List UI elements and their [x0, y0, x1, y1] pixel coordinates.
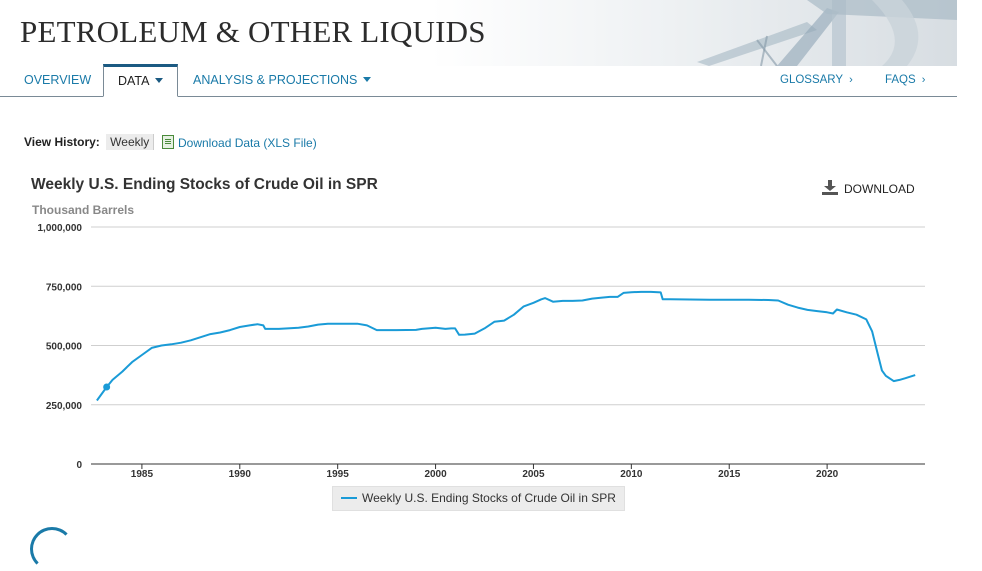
legend-swatch [341, 497, 357, 499]
y-tick-label: 0 [76, 460, 82, 471]
x-tick-label: 1985 [131, 469, 154, 480]
series-point-marker [103, 383, 111, 391]
series-line [96, 290, 916, 402]
caret-down-icon [363, 77, 372, 82]
tab-overview[interactable]: OVERVIEW [24, 73, 92, 87]
chevron-right-icon: › [921, 74, 926, 86]
page-banner: PETROLEUM & OTHER LIQUIDS [0, 0, 957, 66]
main-nav: OVERVIEW DATA ANALYSIS & PROJECTIONS GLO… [0, 64, 957, 97]
page-title: PETROLEUM & OTHER LIQUIDS [20, 14, 486, 49]
download-xls-link[interactable]: Download Data (XLS File) [162, 135, 317, 150]
view-history-label: View History: [24, 135, 100, 149]
glossary-link[interactable]: GLOSSARY › [780, 65, 853, 95]
chart-y-axis-label: Thousand Barrels [32, 203, 135, 217]
x-tick-label: 1990 [229, 469, 252, 480]
glossary-label: GLOSSARY [780, 74, 844, 86]
eia-logo-icon [30, 527, 74, 571]
chart-title: Weekly U.S. Ending Stocks of Crude Oil i… [31, 176, 378, 193]
history-frequency-select[interactable]: Weekly [106, 134, 155, 150]
faqs-label: FAQS [885, 74, 916, 86]
download-xls-label: Download Data (XLS File) [178, 136, 317, 150]
x-tick-label: 2020 [816, 469, 839, 480]
x-tick-label: 2000 [424, 469, 447, 480]
y-tick-label: 250,000 [46, 401, 83, 412]
chart-legend[interactable]: Weekly U.S. Ending Stocks of Crude Oil i… [332, 486, 625, 511]
tab-data-label: DATA [118, 74, 150, 88]
chevron-right-icon: › [849, 74, 853, 86]
tab-analysis-projections[interactable]: ANALYSIS & PROJECTIONS [193, 65, 372, 95]
download-icon [822, 180, 838, 195]
tab-analysis-label: ANALYSIS & PROJECTIONS [193, 73, 358, 87]
download-chart-button[interactable]: DOWNLOAD [822, 180, 915, 196]
y-tick-label: 500,000 [46, 342, 83, 353]
y-tick-label: 750,000 [46, 282, 83, 293]
caret-down-icon [155, 78, 164, 83]
spreadsheet-icon [162, 135, 174, 149]
tab-data[interactable]: DATA [103, 64, 179, 97]
pump-jack-graphic [697, 0, 957, 66]
x-tick-label: 2010 [620, 469, 643, 480]
y-tick-label: 1,000,000 [38, 223, 83, 234]
stocks-line-chart: 0 250,000 500,000 750,000 1,000,000 1985 1990 1… [38, 223, 925, 480]
x-tick-label: 2015 [718, 469, 741, 480]
x-tick-label: 1995 [327, 469, 350, 480]
legend-label: Weekly U.S. Ending Stocks of Crude Oil i… [362, 491, 616, 505]
download-label: DOWNLOAD [844, 182, 915, 196]
faqs-link[interactable]: FAQS › [885, 65, 925, 95]
view-history: View History: Weekly [24, 134, 155, 150]
x-tick-label: 2005 [522, 469, 545, 480]
